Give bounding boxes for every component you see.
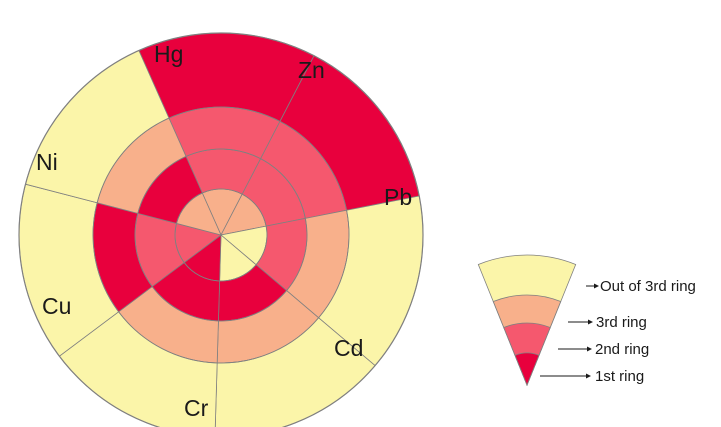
ring-outline-3	[92, 106, 350, 364]
sector-label-pb: Pb	[384, 184, 412, 210]
legend-1st-ring-swatch	[514, 352, 540, 387]
legend-label-out-of-3rd-ring: Out of 3rd ring	[600, 278, 696, 295]
sector-label-cd: Cd	[334, 335, 363, 361]
sector-label-cr: Cr	[184, 395, 209, 421]
radial-sector-diagram: Hg Zn Pb Cd Cr Cu Ni	[18, 32, 424, 427]
legend-arrowhead-3rd-ring	[588, 319, 593, 325]
legend-arrowhead-out-of-3rd-ring	[594, 283, 599, 289]
ring-outline-1	[174, 188, 268, 282]
sector-label-hg: Hg	[154, 41, 183, 67]
ring-outline-4	[18, 32, 424, 427]
legend-label-3rd-ring: 3rd ring	[596, 314, 647, 331]
legend-label-2nd-ring: 2nd ring	[595, 341, 649, 358]
legend-label-1st-ring: 1st ring	[595, 368, 644, 385]
legend: Out of 3rd ring 3rd ring 2nd ring 1st ri…	[477, 254, 696, 387]
legend-arrowhead-1st-ring	[586, 373, 591, 379]
sector-label-zn: Zn	[298, 57, 325, 83]
sector-label-cu: Cu	[42, 293, 71, 319]
legend-arrowhead-2nd-ring	[587, 346, 592, 352]
sector-label-ni: Ni	[36, 149, 58, 175]
ring-outline-2	[134, 148, 308, 322]
